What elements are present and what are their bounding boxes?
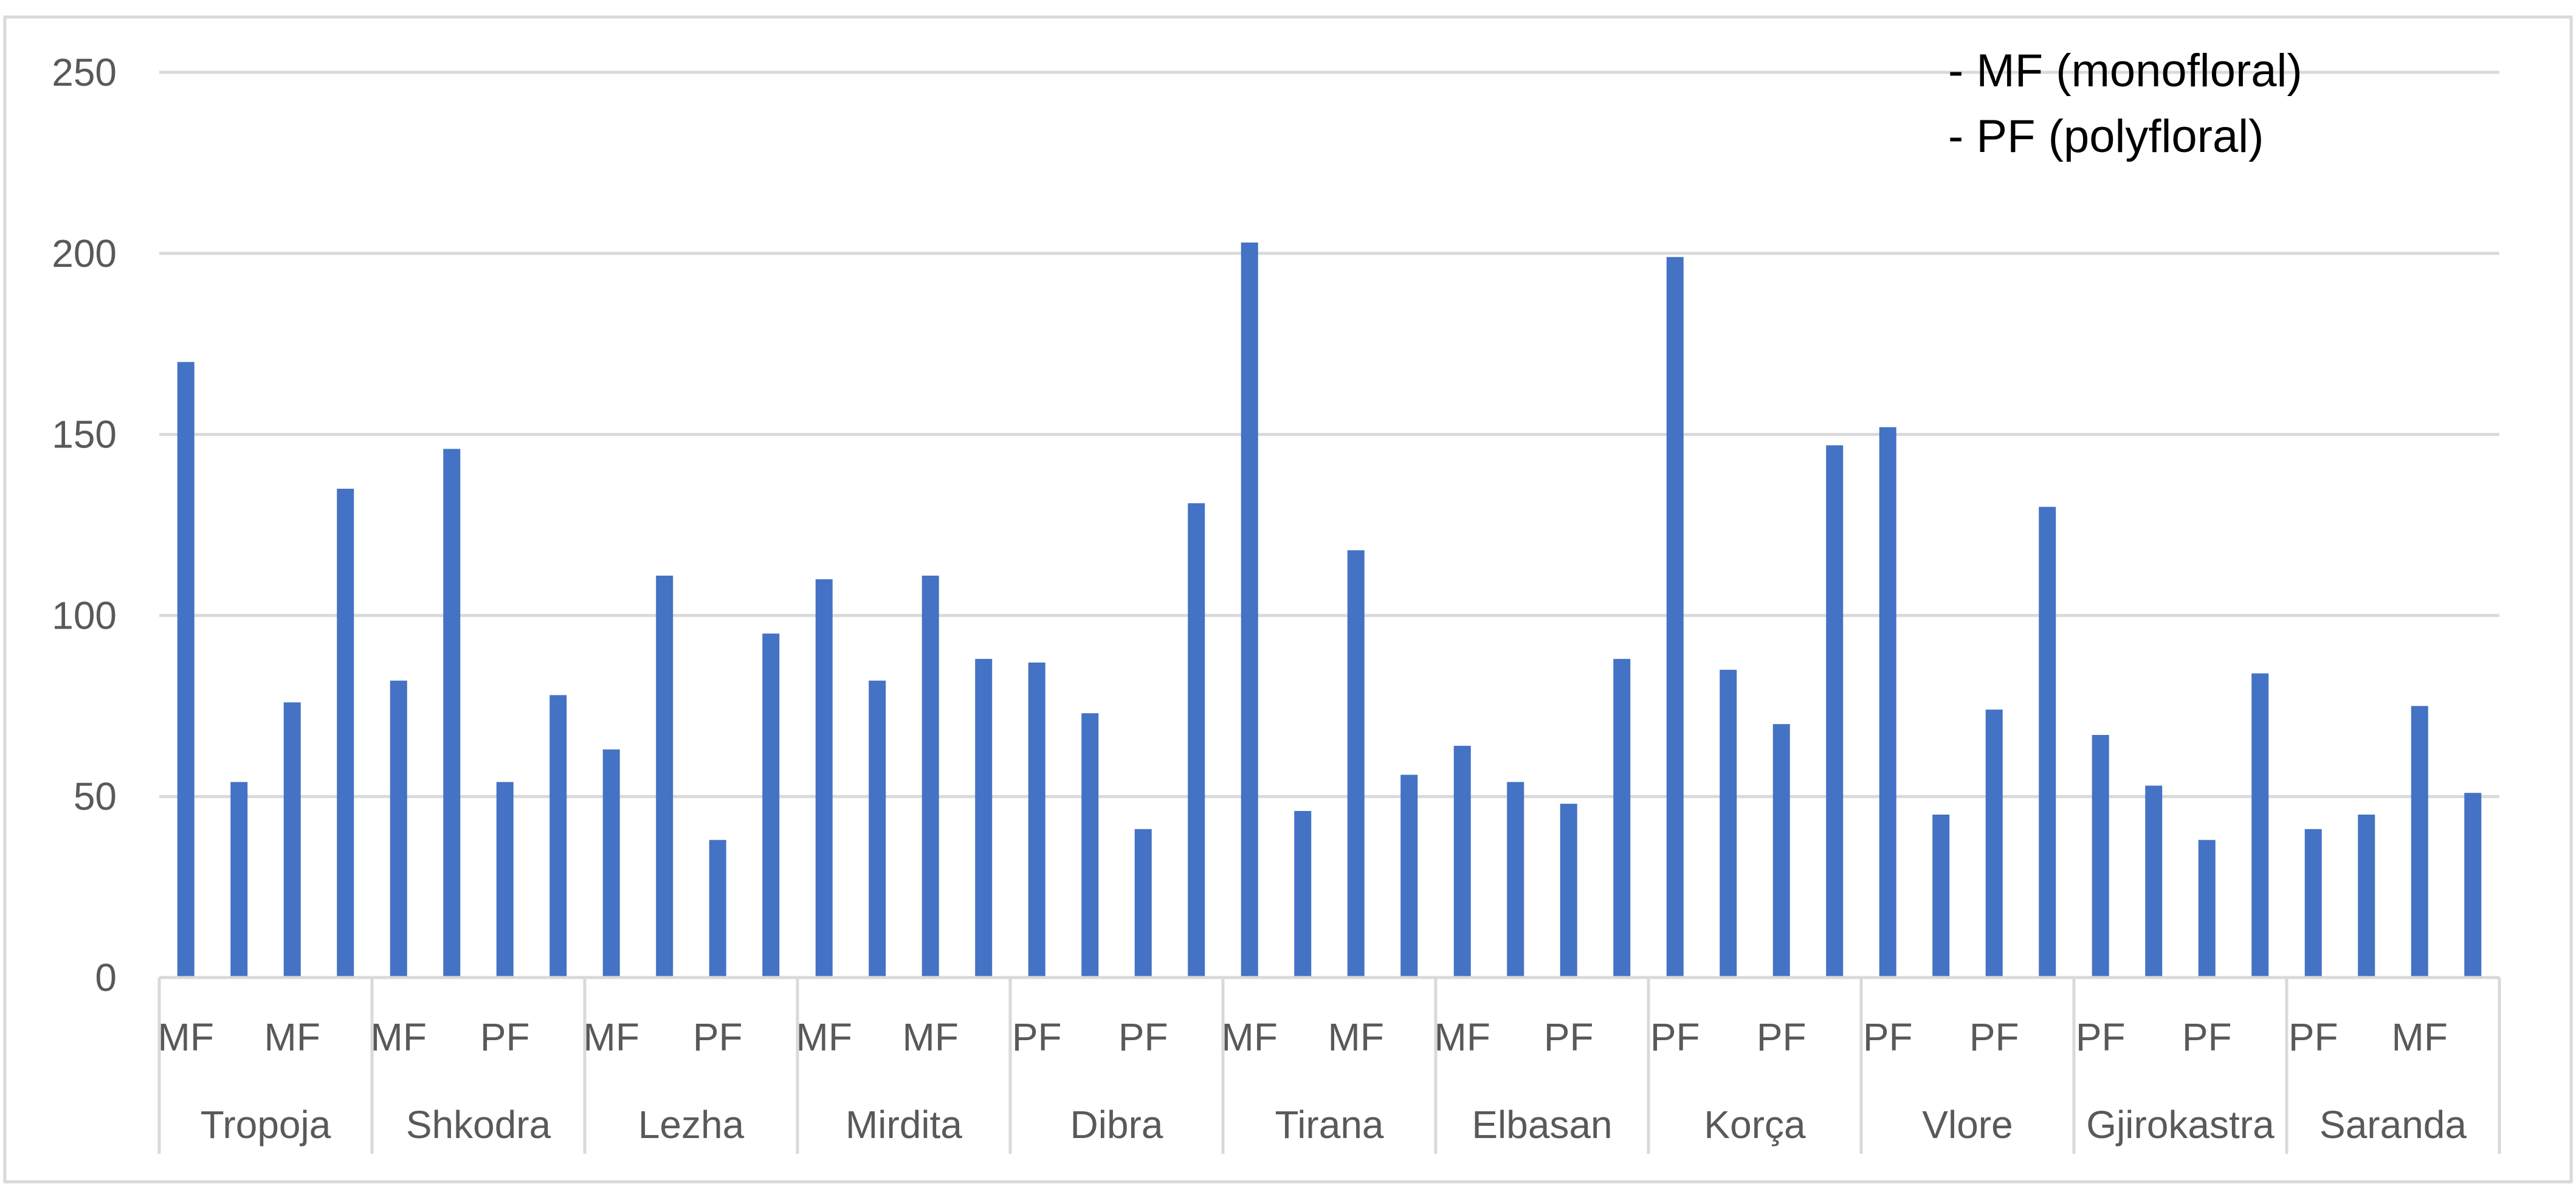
bar-Tirana-2 xyxy=(1294,811,1312,978)
y-tick-label: 250 xyxy=(52,50,117,94)
bar-Mirdita-3 xyxy=(921,575,939,978)
x-sub-label: MF xyxy=(158,1015,214,1059)
bar-Vlore-3 xyxy=(1985,709,2003,978)
bar-Elbasan-2 xyxy=(1507,782,1524,978)
x-group-label: Lezha xyxy=(638,1103,745,1147)
bar-Tropoja-1 xyxy=(177,362,195,978)
x-sub-label: PF xyxy=(2288,1015,2338,1059)
x-sub-label: PF xyxy=(1969,1015,2019,1059)
bar-Tirana-1 xyxy=(1241,242,1258,978)
bar-Tropoja-4 xyxy=(337,488,354,978)
x-sub-label: PF xyxy=(1544,1015,1594,1059)
bar-Vlore-2 xyxy=(1932,814,1950,978)
x-group-label: Vlore xyxy=(1922,1103,2013,1147)
x-sub-label: MF xyxy=(1328,1015,1384,1059)
x-group-label: Tirana xyxy=(1275,1103,1383,1147)
bar-Gjirokastra-1 xyxy=(2092,734,2109,978)
x-group-label: Gjirokastra xyxy=(2086,1103,2275,1147)
bar-Vlore-4 xyxy=(2039,506,2056,978)
x-group-label: Elbasan xyxy=(1472,1103,1612,1147)
legend-item-polyfloral: - PF (polyfloral) xyxy=(1948,111,2264,162)
bar-Korça-4 xyxy=(1826,445,1844,978)
gridlines xyxy=(159,71,2499,798)
bar-Elbasan-4 xyxy=(1613,658,1631,978)
x-axis: MF MF Tropoja MF PF Shkodra MF PF Lezha MF MF Mirdi… xyxy=(157,976,2501,1154)
bar-Saranda-1 xyxy=(2304,829,2322,978)
bar-Lezha-3 xyxy=(709,840,726,978)
x-sub-label: MF xyxy=(264,1015,320,1059)
x-sub-label: PF xyxy=(480,1015,530,1059)
bar-Shkodra-2 xyxy=(443,449,461,978)
x-sub-label: MF xyxy=(584,1015,639,1059)
bar-Korça-1 xyxy=(1666,257,1684,978)
x-sub-label: PF xyxy=(1118,1015,1168,1059)
x-sub-label: PF xyxy=(1650,1015,1700,1059)
x-group-label: Shkodra xyxy=(406,1103,551,1147)
bar-Mirdita-1 xyxy=(815,579,833,978)
bar-Dibra-1 xyxy=(1028,662,1045,978)
x-sub-label: PF xyxy=(2182,1015,2232,1059)
bar-Gjirokastra-3 xyxy=(2198,840,2216,978)
bar-Saranda-4 xyxy=(2464,793,2482,978)
bar-Lezha-1 xyxy=(602,749,620,978)
bar-Elbasan-3 xyxy=(1560,804,1577,978)
y-tick-label: 50 xyxy=(74,774,117,818)
bar-Shkodra-4 xyxy=(549,695,567,978)
bar-Lezha-4 xyxy=(762,633,780,978)
x-sub-label: MF xyxy=(903,1015,959,1059)
bar-Dibra-2 xyxy=(1081,713,1099,978)
legend-item-monofloral: - MF (monofloral) xyxy=(1948,45,2302,97)
bar-Gjirokastra-4 xyxy=(2251,673,2269,978)
x-sub-label: MF xyxy=(1222,1015,1278,1059)
x-sub-label: MF xyxy=(796,1015,852,1059)
bar-Mirdita-2 xyxy=(869,680,886,978)
chart-border xyxy=(3,15,2573,1184)
bar-Tirana-3 xyxy=(1347,550,1365,978)
bar-Gjirokastra-2 xyxy=(2145,785,2163,978)
y-tick-label: 100 xyxy=(52,593,117,637)
y-axis-tick-labels: 0 50 100 150 200 250 xyxy=(52,50,117,999)
bar-Saranda-2 xyxy=(2358,814,2375,978)
x-sub-label: PF xyxy=(1863,1015,1913,1059)
y-tick-label: 0 xyxy=(95,956,117,999)
y-tick-label: 200 xyxy=(52,232,117,275)
bar-Dibra-4 xyxy=(1188,503,1205,978)
x-sub-label: MF xyxy=(2392,1015,2448,1059)
x-group-label: Dibra xyxy=(1070,1103,1163,1147)
bar-Vlore-1 xyxy=(1879,427,1896,978)
bar-Korça-2 xyxy=(1720,669,1737,978)
bar-Tirana-4 xyxy=(1400,774,1418,978)
y-tick-label: 150 xyxy=(52,413,117,457)
x-sub-label: MF xyxy=(371,1015,427,1059)
x-sub-label: PF xyxy=(693,1015,743,1059)
bar-Elbasan-1 xyxy=(1453,745,1471,978)
x-group-label: Saranda xyxy=(2319,1103,2467,1147)
legend: - MF (monofloral) - PF (polyfloral) xyxy=(1948,45,2302,162)
bar-Tropoja-3 xyxy=(283,702,301,978)
bar-Shkodra-3 xyxy=(496,782,514,978)
bar-Lezha-2 xyxy=(656,575,673,978)
x-group-label: Korça xyxy=(1704,1103,1806,1147)
x-sub-label: MF xyxy=(1434,1015,1490,1059)
x-group-label: Tropoja xyxy=(201,1103,331,1147)
bar-Shkodra-1 xyxy=(390,680,407,978)
bars xyxy=(177,242,2482,978)
x-sub-label: PF xyxy=(2076,1015,2126,1059)
bar-Korça-3 xyxy=(1772,724,1790,978)
bar-Saranda-3 xyxy=(2411,706,2428,978)
x-group-label: Mirdita xyxy=(845,1103,962,1147)
bar-Dibra-3 xyxy=(1134,829,1152,978)
bar-Mirdita-4 xyxy=(975,658,993,978)
x-sub-label: PF xyxy=(1757,1015,1806,1059)
bar-Tropoja-2 xyxy=(230,782,248,978)
x-sub-label: PF xyxy=(1012,1015,1062,1059)
